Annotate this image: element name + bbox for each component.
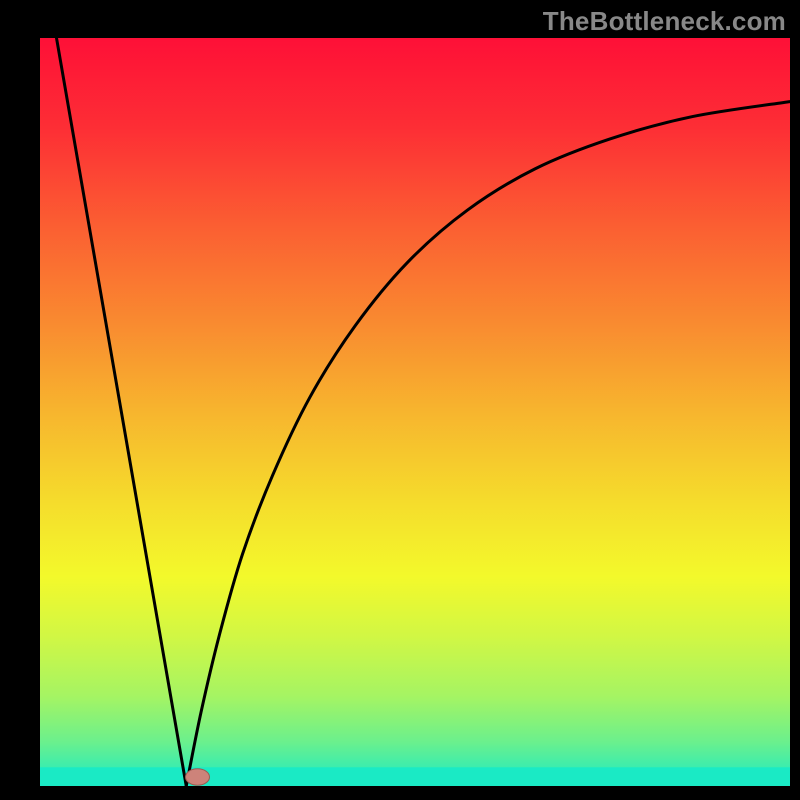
bottleneck-chart <box>0 0 800 800</box>
watermark-text: TheBottleneck.com <box>543 6 786 37</box>
chart-container: { "watermark": { "text": "TheBottleneck.… <box>0 0 800 800</box>
